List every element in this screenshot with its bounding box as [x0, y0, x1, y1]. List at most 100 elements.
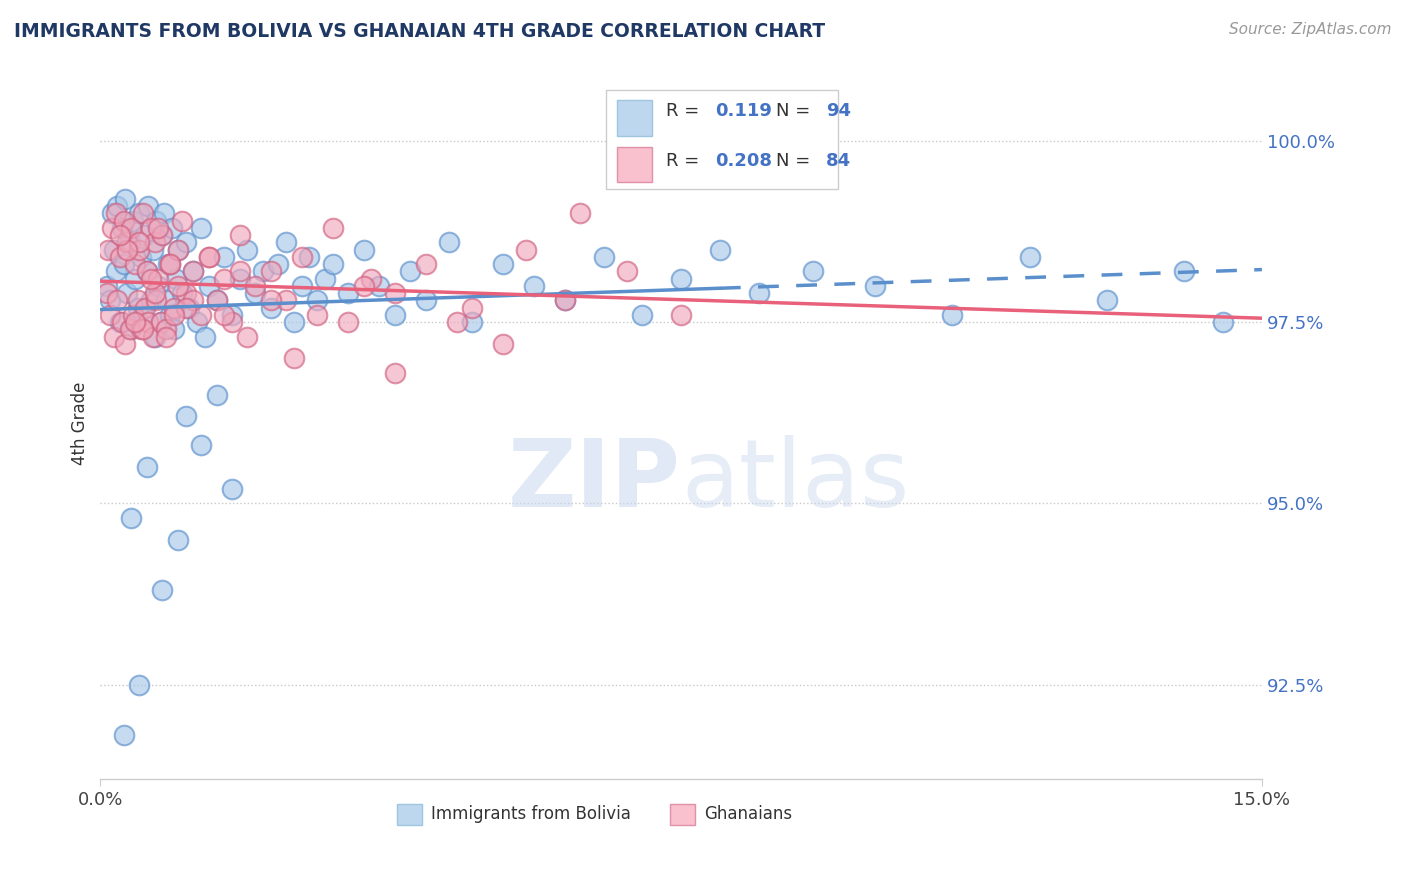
- Point: [160, 221, 183, 235]
- Point: [138, 315, 160, 329]
- Point: [149, 315, 172, 329]
- Point: [155, 322, 177, 336]
- Point: [132, 308, 155, 322]
- Text: Immigrants from Bolivia: Immigrants from Bolivia: [432, 805, 631, 823]
- Point: [166, 533, 188, 547]
- Point: [128, 206, 150, 220]
- Point: [96, 279, 118, 293]
- Point: [163, 322, 186, 336]
- Point: [221, 315, 243, 329]
- Point: [260, 264, 283, 278]
- Point: [120, 221, 142, 235]
- Point: [1095, 293, 1118, 308]
- Point: [142, 329, 165, 343]
- Point: [337, 315, 360, 329]
- Point: [97, 243, 120, 257]
- Point: [415, 293, 437, 308]
- Point: [105, 293, 128, 308]
- Point: [163, 301, 186, 315]
- Point: [124, 271, 146, 285]
- Point: [205, 387, 228, 401]
- Point: [212, 250, 235, 264]
- Point: [461, 315, 484, 329]
- Point: [384, 308, 406, 322]
- Point: [108, 315, 131, 329]
- Point: [229, 228, 252, 243]
- Point: [360, 271, 382, 285]
- Point: [260, 293, 283, 308]
- Point: [197, 250, 219, 264]
- Point: [159, 257, 181, 271]
- Bar: [669, 804, 695, 825]
- Point: [150, 583, 173, 598]
- Text: 84: 84: [827, 152, 852, 169]
- Point: [103, 329, 125, 343]
- Point: [236, 243, 259, 257]
- Point: [631, 308, 654, 322]
- Point: [353, 279, 375, 293]
- Point: [283, 351, 305, 366]
- Point: [134, 301, 156, 315]
- Point: [170, 286, 193, 301]
- Point: [129, 322, 152, 336]
- Bar: [396, 804, 422, 825]
- Point: [112, 213, 135, 227]
- Point: [554, 293, 576, 308]
- Point: [523, 279, 546, 293]
- Point: [205, 293, 228, 308]
- Point: [127, 301, 149, 315]
- Point: [194, 329, 217, 343]
- Point: [174, 286, 197, 301]
- Point: [221, 482, 243, 496]
- Point: [114, 192, 136, 206]
- Point: [181, 264, 204, 278]
- Point: [105, 199, 128, 213]
- Point: [124, 315, 146, 329]
- Point: [170, 213, 193, 227]
- Point: [135, 264, 157, 278]
- Point: [283, 315, 305, 329]
- Point: [190, 221, 212, 235]
- Point: [114, 337, 136, 351]
- Point: [291, 279, 314, 293]
- Point: [135, 264, 157, 278]
- Point: [616, 264, 638, 278]
- Bar: [617, 101, 652, 136]
- Point: [108, 228, 131, 243]
- Point: [669, 308, 692, 322]
- Point: [260, 301, 283, 315]
- Point: [212, 308, 235, 322]
- Point: [212, 271, 235, 285]
- Point: [592, 250, 614, 264]
- Text: Ghanaians: Ghanaians: [704, 805, 793, 823]
- Point: [801, 264, 824, 278]
- Point: [139, 271, 162, 285]
- Point: [353, 243, 375, 257]
- Point: [461, 301, 484, 315]
- Point: [117, 243, 139, 257]
- Point: [267, 257, 290, 271]
- Point: [314, 271, 336, 285]
- FancyBboxPatch shape: [606, 90, 838, 189]
- Point: [150, 228, 173, 243]
- Point: [104, 264, 127, 278]
- Point: [190, 308, 212, 322]
- Point: [117, 235, 139, 250]
- Point: [291, 250, 314, 264]
- Point: [149, 315, 172, 329]
- Point: [96, 286, 118, 301]
- Text: atlas: atlas: [681, 434, 910, 526]
- Point: [941, 308, 963, 322]
- Point: [554, 293, 576, 308]
- Point: [337, 286, 360, 301]
- Point: [128, 677, 150, 691]
- Point: [197, 250, 219, 264]
- Point: [298, 250, 321, 264]
- Point: [163, 308, 186, 322]
- Point: [181, 293, 204, 308]
- Point: [569, 206, 592, 220]
- Point: [145, 213, 167, 227]
- Point: [229, 264, 252, 278]
- Text: Source: ZipAtlas.com: Source: ZipAtlas.com: [1229, 22, 1392, 37]
- Point: [179, 301, 201, 315]
